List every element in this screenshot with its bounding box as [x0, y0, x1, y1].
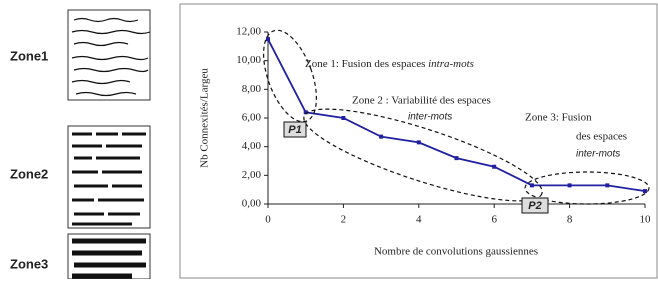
annotation: des espaces — [576, 131, 627, 143]
annotation-italic: intra-mots — [428, 58, 474, 70]
point-marker — [605, 183, 609, 187]
point-label: P1 — [288, 124, 301, 136]
y-tick-label: 2,00 — [242, 169, 262, 181]
zone-label: Zone2 — [10, 166, 48, 181]
zone-label: Zone1 — [10, 48, 48, 63]
annotation: inter-mots — [576, 149, 620, 160]
y-tick-label: 0,00 — [242, 198, 262, 210]
point-marker — [455, 156, 459, 160]
x-tick-label: 10 — [640, 214, 652, 226]
y-tick-label: 8,00 — [242, 83, 262, 95]
point-marker — [530, 183, 534, 187]
y-tick-label: 12,00 — [236, 26, 261, 38]
y-tick-label: 4,00 — [242, 140, 262, 152]
zone-images — [68, 10, 150, 279]
y-axis-label: Nb Connexités/Largeu — [199, 68, 211, 168]
point-marker — [379, 135, 383, 139]
point-marker — [417, 140, 421, 144]
annotation: Zone 3: Fusion — [525, 112, 592, 124]
point-marker — [568, 183, 572, 187]
point-marker — [643, 189, 647, 193]
point-marker — [266, 37, 270, 41]
annotation: Zone 2 : Variabilité des espaces — [352, 95, 491, 107]
point-marker — [341, 116, 345, 120]
annotation-text: Zone 1: Fusion des espaces — [305, 58, 428, 70]
point-label: P2 — [528, 200, 541, 212]
x-axis-label: Nombre de convolutions gaussiennes — [374, 246, 538, 258]
y-tick-label: 10,00 — [236, 54, 261, 66]
x-tick-label: 4 — [416, 214, 422, 226]
x-tick-label: 8 — [567, 214, 573, 226]
x-tick-label: 2 — [341, 214, 347, 226]
annotation: inter-mots — [408, 112, 452, 123]
point-marker — [492, 165, 496, 169]
x-tick-label: 6 — [491, 214, 497, 226]
x-tick-label: 0 — [265, 214, 271, 226]
annotation: Zone 1: Fusion des espaces intra-mots — [305, 58, 474, 70]
figure: Zone1 Zone2 Zone3 Nb Connexités/Largeu N… — [0, 0, 658, 279]
zone-label: Zone3 — [10, 256, 48, 271]
y-tick-label: 6,00 — [242, 112, 262, 124]
